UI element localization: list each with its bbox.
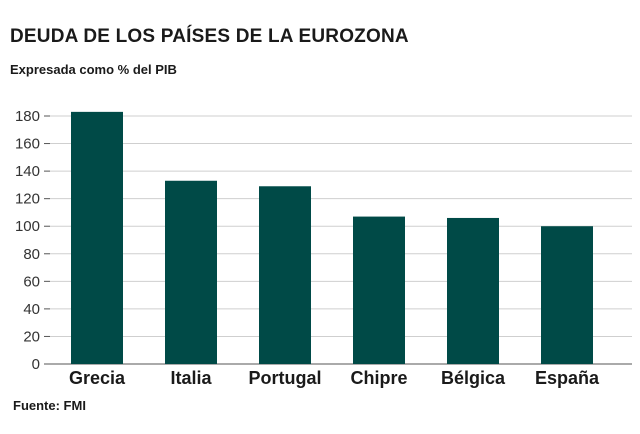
gridlines (50, 115, 632, 365)
x-category-label: Bélgica (441, 368, 506, 388)
x-axis-labels: Grecia Italia Portugal Chipre Bélgica España (69, 368, 600, 388)
y-tick-label: 60 (23, 273, 40, 290)
y-tick-label: 80 (23, 246, 40, 263)
bar-portugal (259, 186, 311, 364)
y-tick-label: 120 (15, 191, 40, 208)
bar-grecia (71, 111, 123, 364)
x-category-label: España (535, 368, 600, 388)
y-tick-label: 20 (23, 328, 40, 345)
x-category-label: Chipre (350, 368, 407, 388)
source-note: Fuente: FMI (13, 398, 86, 413)
x-category-label: Portugal (248, 368, 321, 388)
y-tick-label: 140 (15, 163, 40, 180)
y-tick-label: 180 (15, 108, 40, 125)
y-tick-label: 160 (15, 136, 40, 153)
x-category-label: Grecia (69, 368, 126, 388)
x-category-label: Italia (170, 368, 212, 388)
chart-subtitle: Expresada como % del PIB (10, 62, 177, 77)
y-tick-label: 100 (15, 218, 40, 235)
chart-title: DEUDA DE LOS PAÍSES DE LA EUROZONA (10, 26, 409, 47)
y-tick-label: 40 (23, 301, 40, 318)
y-axis-ticks: 0 20 40 60 80 100 120 140 160 180 (15, 108, 50, 373)
bar-españa (541, 226, 593, 364)
bar-italia (165, 180, 217, 364)
y-tick-label: 0 (32, 356, 40, 373)
bar-bélgica (447, 217, 499, 364)
bar-chipre (353, 216, 405, 364)
bars (71, 111, 593, 364)
